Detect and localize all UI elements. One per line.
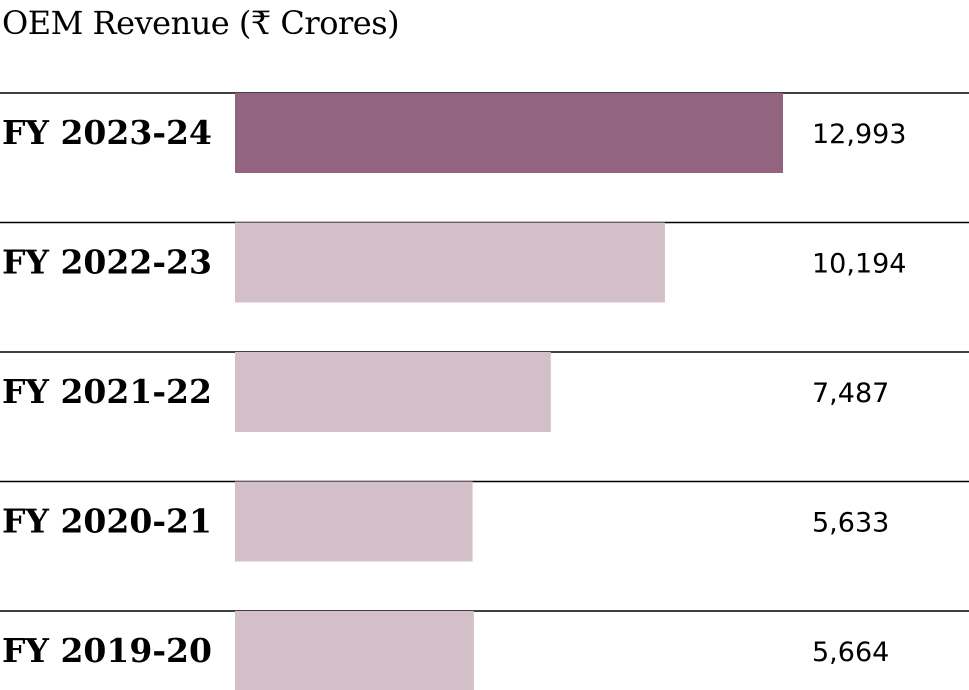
bar-fy-2023-24 [235,93,783,173]
value-label: 5,664 [812,637,889,668]
value-label: 12,993 [812,119,906,150]
value-label: 10,194 [812,249,906,280]
chart-title: OEM Revenue (₹ Crores) [2,4,400,42]
value-label: 7,487 [812,378,889,409]
value-label: 5,633 [812,508,889,539]
category-label: FY 2021-22 [2,372,212,411]
bar-fy-2021-22 [235,352,551,432]
category-label: FY 2019-20 [2,631,212,670]
category-label: FY 2020-21 [2,502,212,541]
category-label: FY 2023-24 [2,113,212,152]
category-label: FY 2022-23 [2,243,212,282]
bar-fy-2019-20 [235,611,474,690]
bar-fy-2020-21 [235,481,473,562]
bar-fy-2022-23 [235,222,665,303]
